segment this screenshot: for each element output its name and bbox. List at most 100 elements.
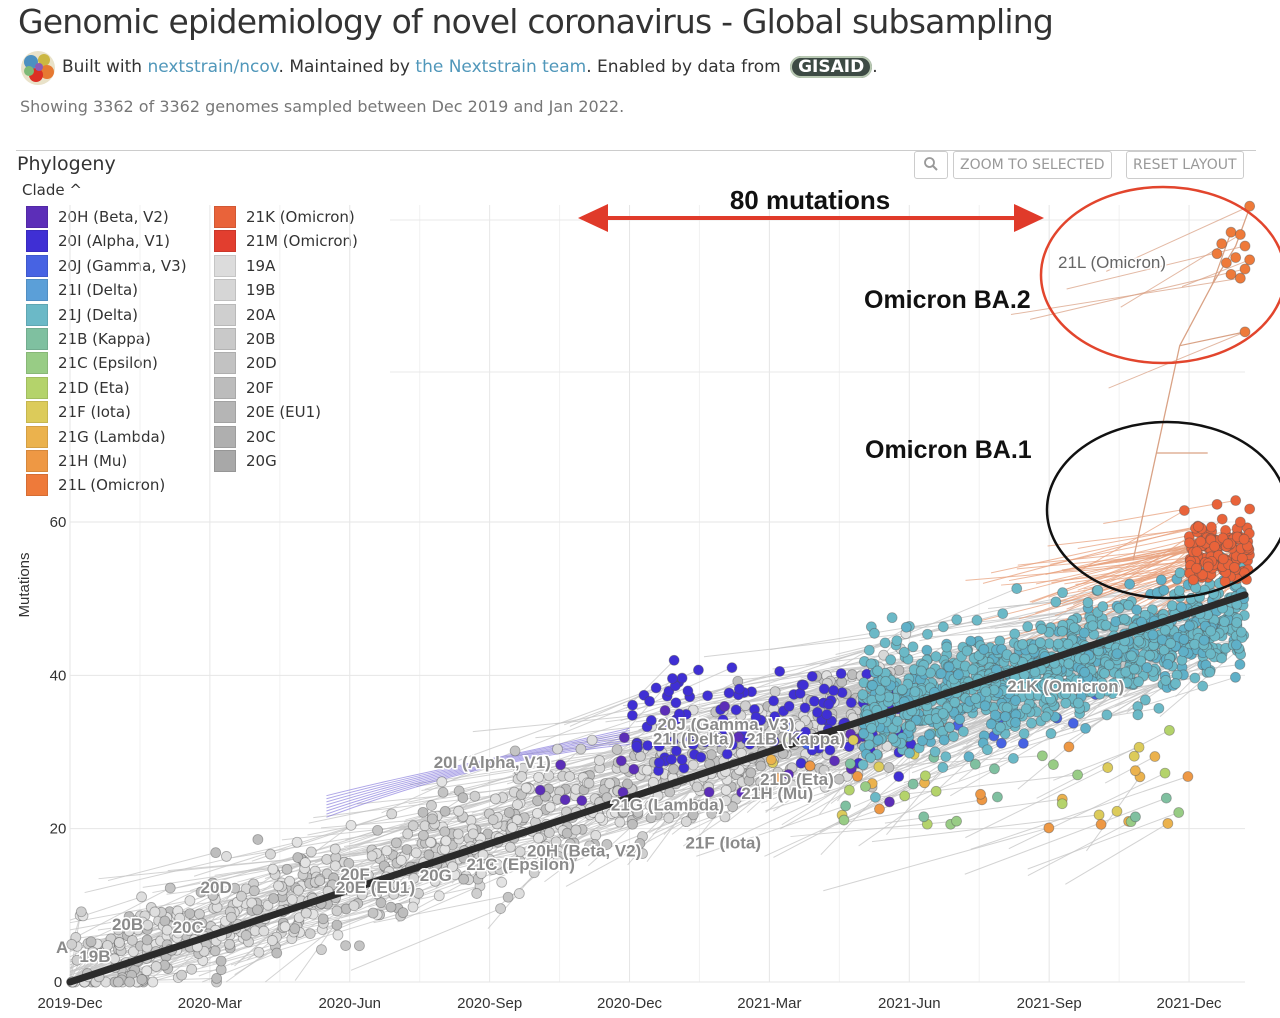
tip-point[interactable]: [1178, 669, 1189, 681]
clade-legend-toggle[interactable]: Clade ^: [22, 181, 82, 199]
tip-point[interactable]: [490, 831, 502, 842]
tip-point[interactable]: [626, 783, 637, 795]
tip-point[interactable]: [867, 708, 878, 720]
tip-point[interactable]: [276, 905, 288, 916]
tip-point[interactable]: [1216, 555, 1227, 567]
tip-point[interactable]: [1000, 710, 1012, 722]
tip-point[interactable]: [863, 721, 875, 732]
legend-item[interactable]: 21M (Omicron): [214, 230, 358, 253]
tip-point[interactable]: [996, 697, 1008, 709]
tip-point[interactable]: [1175, 629, 1187, 641]
legend-item[interactable]: 20E (EU1): [214, 401, 321, 424]
tip-point[interactable]: [883, 691, 895, 703]
tip-point[interactable]: [130, 968, 142, 980]
tip-point[interactable]: [1067, 614, 1079, 626]
tip-point[interactable]: [348, 900, 360, 912]
tip-point[interactable]: [1220, 537, 1232, 549]
tip-point[interactable]: [1172, 629, 1183, 641]
tip-point[interactable]: [646, 721, 657, 732]
tip-point[interactable]: [1108, 630, 1120, 642]
tip-point[interactable]: [998, 656, 1010, 668]
tip-point[interactable]: [843, 741, 855, 752]
tip-point[interactable]: [930, 651, 942, 662]
tip-point[interactable]: [968, 652, 980, 664]
tip-point[interactable]: [801, 694, 813, 706]
tip-point[interactable]: [959, 686, 970, 698]
tip-point[interactable]: [1036, 655, 1048, 667]
tip-point[interactable]: [431, 859, 443, 870]
tip-point[interactable]: [645, 765, 657, 777]
tip-point[interactable]: [532, 795, 543, 807]
tip-point[interactable]: [900, 621, 912, 633]
tip-point[interactable]: [926, 677, 938, 689]
tip-point[interactable]: [902, 695, 914, 707]
tip-point[interactable]: [211, 972, 223, 984]
tip-point[interactable]: [463, 851, 474, 863]
tip-point[interactable]: [988, 664, 1000, 676]
tip-point[interactable]: [808, 695, 820, 707]
tip-point[interactable]: [1053, 626, 1064, 637]
tip-point[interactable]: [1205, 534, 1217, 546]
tip-point[interactable]: [566, 828, 578, 840]
tip-point[interactable]: [1198, 634, 1210, 646]
tip-point[interactable]: [1241, 574, 1252, 585]
tip-point[interactable]: [356, 889, 368, 901]
tip-point[interactable]: [1231, 532, 1243, 544]
tip-point[interactable]: [1193, 632, 1205, 644]
tip-point[interactable]: [852, 714, 864, 725]
tip-point[interactable]: [1192, 521, 1204, 532]
tip-point[interactable]: [1049, 657, 1060, 669]
tip-point[interactable]: [1228, 634, 1240, 646]
tip-point[interactable]: [1210, 589, 1222, 601]
tip-point[interactable]: [550, 836, 562, 848]
tip-point[interactable]: [782, 719, 794, 731]
tip-point[interactable]: [258, 925, 270, 937]
tip-point[interactable]: [956, 663, 968, 675]
tip-point[interactable]: [1017, 663, 1029, 675]
tip-point[interactable]: [1103, 646, 1115, 658]
tip-point[interactable]: [514, 846, 526, 858]
tip-point[interactable]: [934, 705, 945, 717]
tip-point[interactable]: [1040, 657, 1051, 669]
tip-point[interactable]: [641, 721, 653, 733]
tip-point[interactable]: [1176, 654, 1188, 666]
tip-point[interactable]: [136, 974, 148, 985]
tip-point[interactable]: [876, 713, 888, 725]
tip-point[interactable]: [847, 712, 859, 724]
tip-point[interactable]: [193, 948, 205, 959]
tip-point[interactable]: [1045, 728, 1057, 739]
tip-point[interactable]: [718, 723, 730, 735]
tip-point[interactable]: [867, 729, 878, 741]
tip-point[interactable]: [397, 907, 409, 919]
tip-point[interactable]: [973, 697, 985, 709]
tip-point[interactable]: [439, 805, 451, 817]
tip-point[interactable]: [720, 766, 731, 778]
tip-point[interactable]: [884, 702, 896, 714]
tip-point[interactable]: [778, 705, 789, 717]
tip-point[interactable]: [727, 734, 739, 746]
tip-point[interactable]: [754, 756, 766, 768]
tip-point[interactable]: [240, 883, 252, 895]
tip-point[interactable]: [141, 924, 153, 935]
tip-point[interactable]: [505, 827, 517, 839]
tip-point[interactable]: [771, 717, 782, 729]
tip-point[interactable]: [200, 939, 212, 950]
tip-point[interactable]: [1074, 708, 1086, 719]
tip-point[interactable]: [1199, 635, 1211, 647]
tip-point[interactable]: [492, 811, 503, 823]
tip-point[interactable]: [126, 969, 138, 981]
tip-point[interactable]: [439, 844, 451, 855]
tip-point[interactable]: [371, 888, 383, 900]
tip-point[interactable]: [1184, 618, 1196, 630]
tip-point[interactable]: [1211, 623, 1223, 635]
tip-point[interactable]: [1192, 609, 1203, 621]
tip-point[interactable]: [771, 772, 783, 784]
tip-point[interactable]: [176, 969, 188, 981]
tip-point[interactable]: [1185, 641, 1197, 653]
tip-point[interactable]: [806, 671, 818, 682]
tip-point[interactable]: [1066, 635, 1078, 647]
tip-point[interactable]: [873, 661, 885, 673]
tip-point[interactable]: [774, 665, 786, 677]
tip-point[interactable]: [429, 818, 441, 830]
tip-point[interactable]: [142, 919, 154, 931]
